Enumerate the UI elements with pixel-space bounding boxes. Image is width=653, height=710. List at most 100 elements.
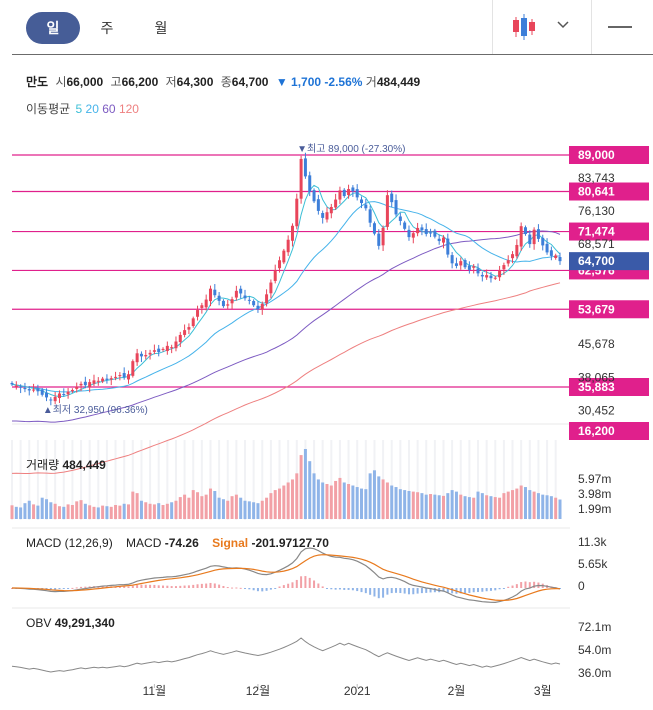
- macd-histogram-bar: [528, 582, 531, 588]
- volume-bar: [70, 505, 74, 519]
- volume-bar: [36, 505, 40, 519]
- tab-weekly[interactable]: 주: [100, 20, 114, 36]
- level-tag: [569, 182, 649, 201]
- macd-histogram-bar: [218, 584, 221, 588]
- candle-body: [325, 212, 329, 220]
- volume-bar: [256, 503, 260, 519]
- menu-button[interactable]: [606, 14, 634, 42]
- candle-body: [23, 387, 27, 390]
- volume-bar: [355, 487, 359, 519]
- macd-histogram-bar: [446, 588, 449, 593]
- candle-body: [36, 388, 40, 392]
- signal-line: [12, 554, 561, 602]
- tab-daily[interactable]: 일: [26, 12, 80, 44]
- macd-histogram-bar: [209, 582, 212, 588]
- volume-bar: [467, 497, 471, 519]
- obv-tick-label: 36.0m: [578, 666, 611, 680]
- volume-bar: [420, 493, 424, 519]
- volume-bar: [19, 507, 23, 519]
- macd-histogram-bar: [196, 584, 199, 588]
- macd-histogram-bar: [420, 588, 423, 594]
- macd-histogram-bar: [282, 585, 285, 588]
- volume-bar: [53, 503, 57, 519]
- candle-body: [489, 275, 493, 279]
- volume-bar: [312, 473, 316, 519]
- menu-icon: [608, 26, 632, 28]
- candle-body: [75, 386, 79, 389]
- macd-histogram-bar: [49, 588, 52, 590]
- volume-bar: [282, 485, 286, 519]
- macd-histogram-bar: [330, 588, 333, 590]
- volume-bar: [196, 492, 200, 519]
- level-tag: [569, 300, 649, 319]
- macd-histogram-bar: [494, 588, 497, 591]
- candle-body: [299, 158, 303, 199]
- macd-histogram-bar: [131, 585, 134, 588]
- candle-body: [364, 204, 368, 209]
- candle-body: [105, 378, 109, 380]
- volume-bar: [416, 492, 420, 519]
- volume-bar: [347, 484, 351, 519]
- chart-type-selector[interactable]: [492, 0, 592, 54]
- volume-bar: [446, 493, 450, 519]
- volume-bar: [135, 493, 139, 519]
- tab-monthly[interactable]: 월: [154, 20, 168, 36]
- volume-bar: [62, 506, 66, 519]
- volume-bar: [463, 496, 467, 519]
- macd-histogram-bar: [101, 586, 104, 588]
- volume-bar: [536, 493, 540, 519]
- candle-body: [14, 385, 18, 387]
- volume-bar: [381, 479, 385, 519]
- volume-bar: [390, 485, 394, 519]
- volume-bar: [230, 496, 234, 519]
- candle-body: [282, 250, 286, 263]
- candle-body: [265, 294, 269, 304]
- macd-histogram-bar: [360, 588, 363, 593]
- candle-body: [545, 243, 549, 253]
- macd-histogram-bar: [287, 583, 290, 588]
- candle-body: [506, 260, 510, 264]
- volume-bar: [441, 495, 445, 519]
- candle-body: [528, 234, 532, 245]
- candle-body: [407, 229, 411, 238]
- macd-histogram-bar: [187, 585, 190, 588]
- macd-histogram-bar: [442, 588, 445, 592]
- ma-20: 20: [85, 102, 99, 116]
- candle-body: [109, 378, 113, 380]
- volume-bar: [506, 491, 510, 519]
- volume-bar: [498, 497, 502, 519]
- macd-histogram-bar: [183, 585, 186, 588]
- candle-body: [230, 299, 234, 304]
- level-label: 53,679: [578, 302, 615, 316]
- macd-histogram-bar: [459, 588, 462, 594]
- candle-body: [316, 199, 320, 211]
- volume-bar: [480, 493, 484, 519]
- x-tick-label: 2021: [344, 684, 371, 698]
- candle-body: [70, 389, 74, 392]
- volume-bar: [325, 484, 329, 519]
- macd-histogram-bar: [166, 585, 169, 588]
- macd-histogram-bar: [399, 588, 402, 594]
- macd-histogram-bar: [502, 588, 505, 589]
- candle-body: [200, 305, 204, 308]
- candle-body: [372, 223, 376, 234]
- macd-histogram-bar: [84, 586, 87, 588]
- macd-histogram-bar: [511, 585, 514, 588]
- macd-histogram-bar: [317, 583, 320, 588]
- volume-bar: [208, 488, 212, 519]
- candle-body: [523, 227, 527, 235]
- current-price-label: 64,700: [578, 254, 615, 268]
- candle-body: [187, 327, 191, 330]
- candle-body: [511, 254, 515, 259]
- candle-body: [139, 353, 143, 357]
- candle-body: [234, 290, 238, 298]
- macd-histogram-bar: [451, 588, 454, 594]
- candle-body: [273, 270, 277, 281]
- volume-bar: [454, 491, 458, 519]
- macd-histogram-bar: [515, 584, 518, 588]
- volume-bar: [295, 473, 299, 519]
- volume-bar: [83, 503, 87, 519]
- volume-bar: [511, 490, 515, 519]
- y-tick-label: 83,743: [578, 171, 615, 185]
